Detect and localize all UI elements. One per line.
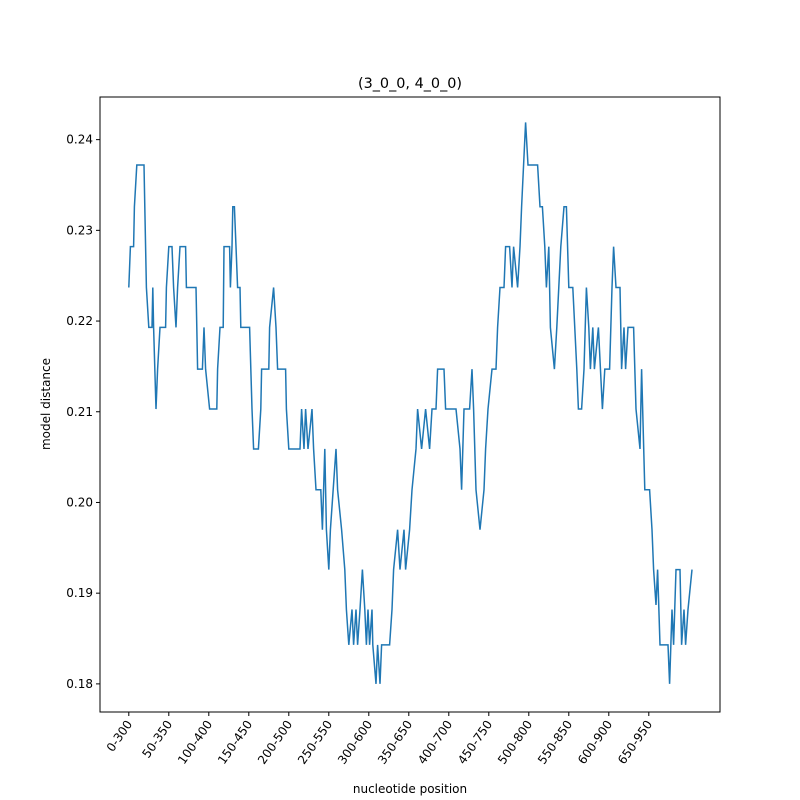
y-tick-label: 0.21: [66, 405, 93, 419]
data-line: [128, 122, 693, 684]
y-tick-label: 0.24: [66, 133, 93, 147]
y-axis-label: model distance: [39, 358, 53, 450]
plot-frame: [99, 96, 721, 713]
y-tick-label: 0.23: [66, 223, 93, 237]
y-tick-label: 0.18: [66, 677, 93, 691]
y-tick-label: 0.20: [66, 495, 93, 509]
x-axis-label: nucleotide position: [353, 782, 467, 796]
chart-title: (3_0_0, 4_0_0): [358, 76, 462, 92]
y-tick-label: 0.19: [66, 586, 93, 600]
y-tick-label: 0.22: [66, 314, 93, 328]
